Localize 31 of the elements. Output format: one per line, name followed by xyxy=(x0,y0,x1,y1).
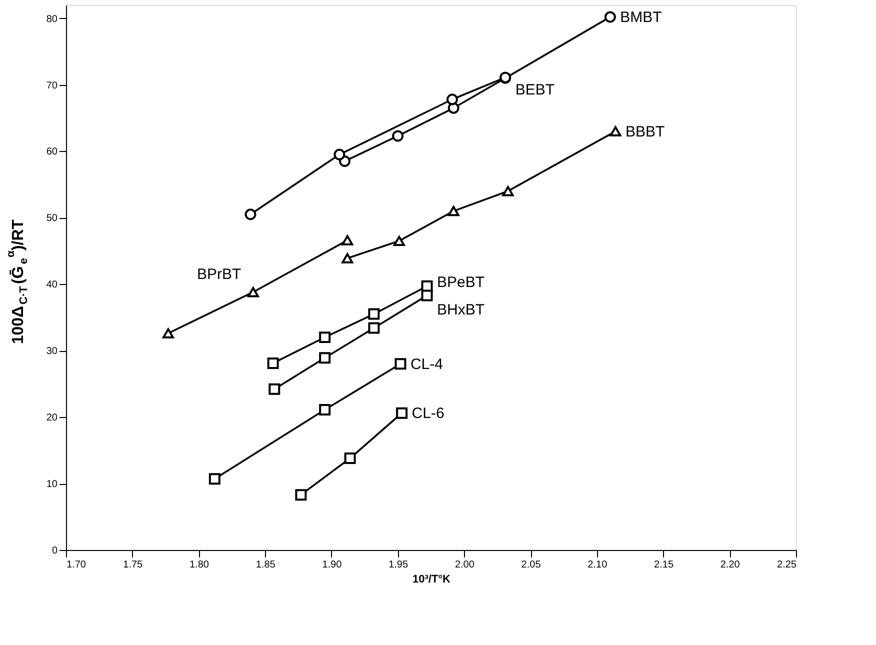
x-tick-label: 1.85 xyxy=(256,560,276,570)
y-tick-label: 70 xyxy=(46,80,58,92)
series-label: BPeBT xyxy=(437,274,485,292)
x-tick-label: 2.10 xyxy=(588,560,608,570)
series-label: BMBT xyxy=(620,8,662,26)
x-tick-label: 2.05 xyxy=(521,560,542,570)
x-tick-label: 2.20 xyxy=(720,560,740,570)
y-axis-title: 100ΔC·T(Ḡeα)/RT xyxy=(5,219,30,344)
series-label: CL-6 xyxy=(412,405,444,422)
series-label: CL-4 xyxy=(410,356,443,373)
y-tick-label: 40 xyxy=(46,280,58,291)
x-tick-label: 2.15 xyxy=(654,560,674,570)
x-tick-label: 1.80 xyxy=(189,560,210,570)
x-tick-label: 2.25 xyxy=(777,560,797,570)
series-label: BEBT xyxy=(515,81,555,98)
x-tick-label: 2.00 xyxy=(454,560,475,570)
y-tick-label: 0 xyxy=(52,546,58,556)
x-tick-label: 1.70 xyxy=(66,560,86,570)
series-label: BHxBT xyxy=(437,301,485,318)
y-tick-label: 60 xyxy=(46,146,58,158)
x-axis-title: 10³/T°K xyxy=(412,574,451,586)
y-tick-label: 50 xyxy=(46,213,58,224)
series-label: BBBT xyxy=(625,123,665,140)
x-tick-label: 1.75 xyxy=(123,560,144,570)
y-tick-label: 80 xyxy=(46,14,58,25)
x-tick-label: 1.95 xyxy=(388,560,408,570)
y-tick-label: 10 xyxy=(46,479,58,490)
y-tick-label: 30 xyxy=(46,346,58,358)
x-tick-label: 1.90 xyxy=(322,560,342,570)
y-tick-label: 20 xyxy=(46,412,58,424)
series-label: BPrBT xyxy=(196,266,242,284)
